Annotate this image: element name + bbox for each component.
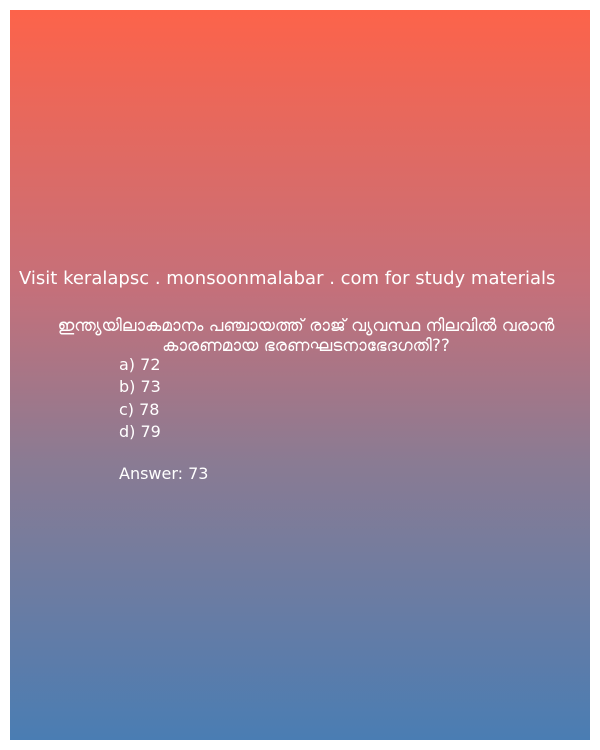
quiz-card: Visit keralapsc . monsoonmalabar . com f… [10,10,590,740]
option-c: c) 78 [119,399,160,419]
question-text: ഇന്ത്യയിലാകമാനം പഞ്ചായത്ത് രാജ് വ്യവസ്ഥ … [57,316,555,356]
options-list: a) 72 b) 73 c) 78 d) 79 [119,354,161,443]
option-a: a) 72 [119,355,161,374]
option-d: d) 79 [119,421,161,441]
answer-text: Answer: 73 [119,464,209,483]
option-b: b) 73 [119,377,161,397]
site-promo-text: Visit keralapsc . monsoonmalabar . com f… [19,268,556,289]
